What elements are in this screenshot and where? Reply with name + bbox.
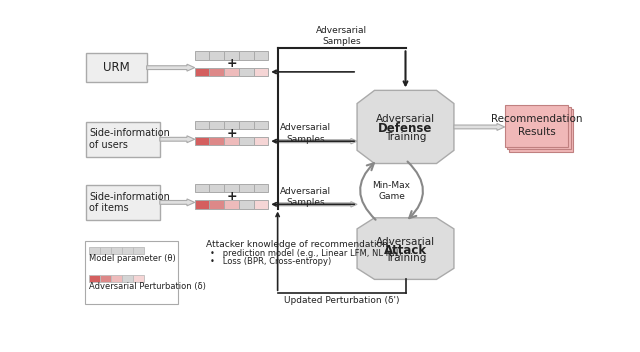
Text: URM: URM [103, 61, 130, 74]
Bar [505, 105, 568, 147]
Text: Defense: Defense [378, 122, 433, 135]
Text: +: + [226, 57, 237, 70]
Bar [84, 241, 178, 304]
Text: Side-information
of users: Side-information of users [90, 128, 170, 150]
Bar [90, 247, 100, 254]
Text: Adversarial
Samples: Adversarial Samples [316, 26, 367, 46]
Bar [195, 51, 209, 60]
Bar [195, 121, 209, 129]
Polygon shape [278, 138, 357, 144]
Bar [224, 184, 239, 193]
Text: Adversarial: Adversarial [376, 237, 435, 247]
Bar [86, 185, 160, 220]
Bar [209, 51, 224, 60]
Bar [122, 247, 132, 254]
Text: Updated Perturbation (δ'): Updated Perturbation (δ') [284, 296, 399, 305]
Text: Recommendation
Results: Recommendation Results [491, 114, 582, 137]
Polygon shape [147, 64, 195, 71]
Text: Training: Training [385, 132, 426, 142]
Bar [239, 137, 253, 145]
Text: Adversarial Perturbation (δ): Adversarial Perturbation (δ) [90, 282, 206, 291]
Bar [132, 247, 143, 254]
Polygon shape [160, 199, 195, 206]
Bar [86, 53, 147, 82]
Bar [239, 200, 253, 208]
Text: •   Loss (BPR, Cross-entropy): • Loss (BPR, Cross-entropy) [210, 257, 332, 266]
Bar [132, 275, 143, 282]
Polygon shape [278, 202, 357, 207]
Bar [209, 184, 224, 193]
Text: Model parameter (θ): Model parameter (θ) [90, 254, 176, 263]
Bar [224, 68, 239, 76]
Bar [209, 137, 224, 145]
Polygon shape [160, 136, 195, 143]
Bar [86, 121, 160, 157]
Bar [195, 200, 209, 208]
Text: +: + [226, 190, 237, 203]
Bar [209, 68, 224, 76]
Bar [209, 121, 224, 129]
Bar [253, 121, 268, 129]
Bar [239, 184, 253, 193]
Text: Attack: Attack [384, 244, 427, 257]
Bar [90, 275, 100, 282]
Bar [253, 137, 268, 145]
Polygon shape [357, 90, 454, 164]
Text: •   prediction model (e.g., Linear LFM, NL NN): • prediction model (e.g., Linear LFM, NL… [210, 249, 402, 258]
Text: +: + [226, 127, 237, 140]
Bar [100, 275, 111, 282]
Text: Min-Max
Game: Min-Max Game [372, 181, 410, 201]
Bar [509, 109, 573, 152]
Bar [122, 275, 132, 282]
Bar [507, 107, 571, 149]
Text: Adversarial: Adversarial [376, 114, 435, 124]
Bar [224, 51, 239, 60]
Bar [253, 200, 268, 208]
Bar [253, 184, 268, 193]
Bar [111, 247, 122, 254]
Text: Adversarial
Samples: Adversarial Samples [280, 187, 331, 207]
Bar [253, 68, 268, 76]
Bar [224, 200, 239, 208]
Bar [209, 200, 224, 208]
Bar [195, 184, 209, 193]
Bar [239, 51, 253, 60]
Bar [195, 137, 209, 145]
Bar [224, 121, 239, 129]
Bar [100, 247, 111, 254]
Bar [239, 68, 253, 76]
Text: Adversarial
Samples: Adversarial Samples [280, 124, 331, 144]
Bar [239, 121, 253, 129]
Polygon shape [357, 218, 454, 279]
Bar [224, 137, 239, 145]
Bar [195, 68, 209, 76]
Polygon shape [454, 124, 505, 130]
Text: Side-information
of items: Side-information of items [90, 191, 170, 213]
Text: Attacker knowledge of recommendation:: Attacker knowledge of recommendation: [205, 240, 390, 249]
Bar [253, 51, 268, 60]
Bar [111, 275, 122, 282]
Text: Training: Training [385, 253, 426, 263]
